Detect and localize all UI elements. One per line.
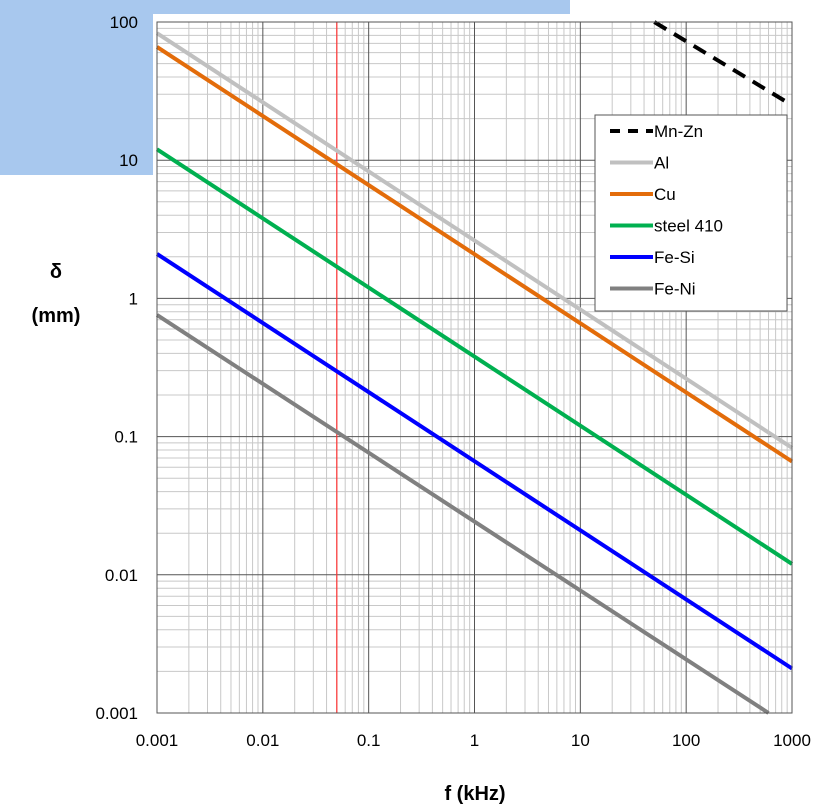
legend: Mn-Zn Al Cu steel 410 Fe-Si Fe-Ni	[594, 114, 788, 312]
series-line-al	[155, 31, 794, 450]
y-tick-label: 0.1	[114, 428, 138, 447]
y-tick-label: 0.01	[105, 566, 138, 585]
y-tick-label: 10	[119, 151, 138, 170]
y-axis-unit: (mm)	[32, 305, 81, 327]
y-tick-label: 1	[129, 289, 138, 308]
y-tick-labels: 0.001 0.01 0.1 1 10 100	[95, 13, 138, 723]
x-tick-label: 10	[571, 731, 590, 750]
legend-label: Al	[654, 154, 669, 173]
series-line-steel-410	[155, 147, 794, 566]
legend-label: Cu	[654, 185, 676, 204]
legend-label: Fe-Ni	[654, 280, 696, 299]
x-tick-label: 1	[470, 731, 479, 750]
series-line-fe-si	[155, 252, 794, 671]
series-line-cu	[155, 45, 794, 464]
series-line-mn-zn	[653, 20, 794, 107]
x-axis-label: f (kHz)	[444, 783, 505, 805]
series-line-fe-ni	[155, 313, 770, 715]
legend-box	[594, 114, 788, 312]
legend-label: Fe-Si	[654, 248, 695, 267]
y-tick-label: 100	[110, 13, 138, 32]
x-tick-label: 0.01	[246, 731, 279, 750]
x-tick-labels: 0.001 0.01 0.1 1 10 100 1000	[136, 731, 811, 750]
x-tick-label: 0.001	[136, 731, 179, 750]
x-tick-label: 100	[672, 731, 700, 750]
plot-border	[156, 21, 793, 714]
y-axis-label: δ	[50, 261, 62, 283]
legend-label: steel 410	[654, 217, 723, 236]
legend-label: Mn-Zn	[654, 122, 703, 141]
plot-frame	[156, 21, 793, 714]
series-group	[155, 20, 794, 715]
x-tick-label: 1000	[773, 731, 811, 750]
background-block	[0, 0, 153, 175]
y-tick-label: 0.001	[95, 704, 138, 723]
x-tick-label: 0.1	[357, 731, 381, 750]
